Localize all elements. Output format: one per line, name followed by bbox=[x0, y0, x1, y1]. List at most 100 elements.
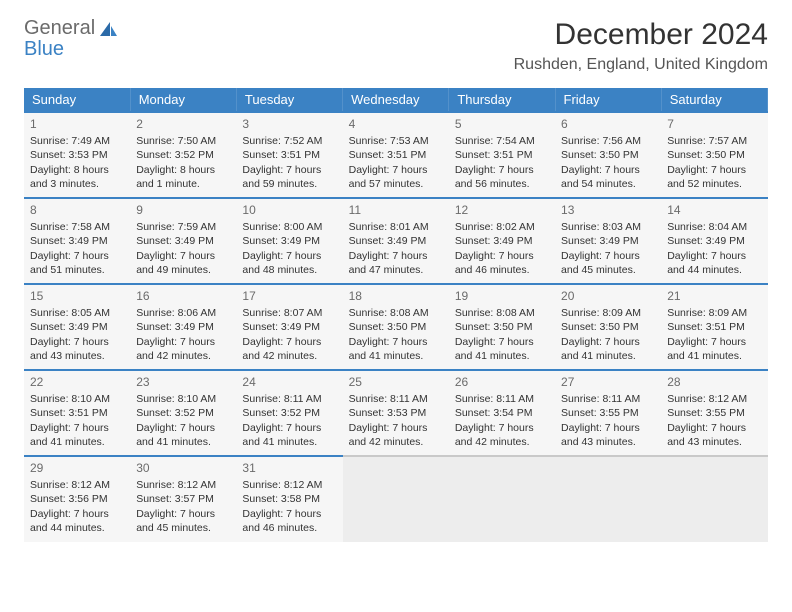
calendar-table: Sunday Monday Tuesday Wednesday Thursday… bbox=[24, 88, 768, 542]
calendar-week-row: 22Sunrise: 8:10 AMSunset: 3:51 PMDayligh… bbox=[24, 370, 768, 456]
weekday-header: Tuesday bbox=[236, 88, 342, 112]
month-title: December 2024 bbox=[514, 18, 768, 52]
calendar-day-cell bbox=[555, 456, 661, 542]
calendar-day-cell: 17Sunrise: 8:07 AMSunset: 3:49 PMDayligh… bbox=[236, 284, 342, 370]
logo-part1: General bbox=[24, 17, 95, 39]
day-sunset: Sunset: 3:51 PM bbox=[30, 406, 124, 420]
day-sunrise: Sunrise: 8:10 AM bbox=[136, 392, 230, 406]
day-sunset: Sunset: 3:49 PM bbox=[667, 234, 761, 248]
day-sunset: Sunset: 3:49 PM bbox=[136, 234, 230, 248]
day-sunrise: Sunrise: 8:04 AM bbox=[667, 220, 761, 234]
day-sunset: Sunset: 3:53 PM bbox=[30, 148, 124, 162]
calendar-day-cell: 18Sunrise: 8:08 AMSunset: 3:50 PMDayligh… bbox=[343, 284, 449, 370]
day-number: 1 bbox=[30, 116, 124, 132]
day-sunrise: Sunrise: 7:59 AM bbox=[136, 220, 230, 234]
calendar-day-cell: 26Sunrise: 8:11 AMSunset: 3:54 PMDayligh… bbox=[449, 370, 555, 456]
day-sunrise: Sunrise: 8:09 AM bbox=[561, 306, 655, 320]
day-number: 25 bbox=[349, 374, 443, 390]
day-daylight: Daylight: 7 hours and 41 minutes. bbox=[667, 335, 761, 363]
day-sunset: Sunset: 3:50 PM bbox=[561, 148, 655, 162]
day-sunrise: Sunrise: 8:11 AM bbox=[242, 392, 336, 406]
header: General Blue December 2024 Rushden, Engl… bbox=[24, 18, 768, 74]
day-daylight: Daylight: 7 hours and 45 minutes. bbox=[561, 249, 655, 277]
day-daylight: Daylight: 7 hours and 44 minutes. bbox=[30, 507, 124, 535]
weekday-header: Monday bbox=[130, 88, 236, 112]
day-sunrise: Sunrise: 8:06 AM bbox=[136, 306, 230, 320]
calendar-day-cell: 11Sunrise: 8:01 AMSunset: 3:49 PMDayligh… bbox=[343, 198, 449, 284]
calendar-day-cell bbox=[449, 456, 555, 542]
day-number: 30 bbox=[136, 460, 230, 476]
calendar-day-cell: 22Sunrise: 8:10 AMSunset: 3:51 PMDayligh… bbox=[24, 370, 130, 456]
day-sunrise: Sunrise: 8:10 AM bbox=[30, 392, 124, 406]
day-number: 20 bbox=[561, 288, 655, 304]
logo-sail-icon bbox=[100, 22, 118, 36]
day-daylight: Daylight: 7 hours and 41 minutes. bbox=[136, 421, 230, 449]
day-sunrise: Sunrise: 8:01 AM bbox=[349, 220, 443, 234]
calendar-day-cell: 12Sunrise: 8:02 AMSunset: 3:49 PMDayligh… bbox=[449, 198, 555, 284]
location: Rushden, England, United Kingdom bbox=[514, 56, 768, 74]
day-daylight: Daylight: 7 hours and 41 minutes. bbox=[242, 421, 336, 449]
day-sunset: Sunset: 3:49 PM bbox=[30, 234, 124, 248]
day-sunset: Sunset: 3:51 PM bbox=[349, 148, 443, 162]
day-number: 5 bbox=[455, 116, 549, 132]
day-number: 17 bbox=[242, 288, 336, 304]
day-sunset: Sunset: 3:50 PM bbox=[561, 320, 655, 334]
day-daylight: Daylight: 7 hours and 46 minutes. bbox=[455, 249, 549, 277]
day-sunrise: Sunrise: 7:50 AM bbox=[136, 134, 230, 148]
day-daylight: Daylight: 8 hours and 3 minutes. bbox=[30, 163, 124, 191]
calendar-day-cell: 28Sunrise: 8:12 AMSunset: 3:55 PMDayligh… bbox=[661, 370, 767, 456]
day-number: 2 bbox=[136, 116, 230, 132]
day-sunset: Sunset: 3:50 PM bbox=[455, 320, 549, 334]
logo-part2: Blue bbox=[24, 38, 64, 60]
day-sunset: Sunset: 3:49 PM bbox=[455, 234, 549, 248]
day-sunset: Sunset: 3:54 PM bbox=[455, 406, 549, 420]
day-number: 16 bbox=[136, 288, 230, 304]
day-number: 6 bbox=[561, 116, 655, 132]
calendar-day-cell: 27Sunrise: 8:11 AMSunset: 3:55 PMDayligh… bbox=[555, 370, 661, 456]
day-daylight: Daylight: 7 hours and 47 minutes. bbox=[349, 249, 443, 277]
day-sunrise: Sunrise: 7:56 AM bbox=[561, 134, 655, 148]
day-daylight: Daylight: 7 hours and 52 minutes. bbox=[667, 163, 761, 191]
day-sunset: Sunset: 3:50 PM bbox=[349, 320, 443, 334]
calendar-day-cell: 6Sunrise: 7:56 AMSunset: 3:50 PMDaylight… bbox=[555, 112, 661, 198]
day-sunrise: Sunrise: 8:11 AM bbox=[349, 392, 443, 406]
calendar-day-cell: 13Sunrise: 8:03 AMSunset: 3:49 PMDayligh… bbox=[555, 198, 661, 284]
day-sunset: Sunset: 3:51 PM bbox=[455, 148, 549, 162]
logo: General Blue bbox=[24, 18, 118, 60]
calendar-day-cell: 2Sunrise: 7:50 AMSunset: 3:52 PMDaylight… bbox=[130, 112, 236, 198]
day-sunrise: Sunrise: 8:12 AM bbox=[242, 478, 336, 492]
logo-text-block: General Blue bbox=[24, 18, 118, 60]
day-daylight: Daylight: 7 hours and 42 minutes. bbox=[136, 335, 230, 363]
calendar-day-cell: 15Sunrise: 8:05 AMSunset: 3:49 PMDayligh… bbox=[24, 284, 130, 370]
day-daylight: Daylight: 7 hours and 42 minutes. bbox=[242, 335, 336, 363]
day-daylight: Daylight: 7 hours and 41 minutes. bbox=[561, 335, 655, 363]
day-daylight: Daylight: 7 hours and 56 minutes. bbox=[455, 163, 549, 191]
calendar-day-cell bbox=[661, 456, 767, 542]
calendar-day-cell: 24Sunrise: 8:11 AMSunset: 3:52 PMDayligh… bbox=[236, 370, 342, 456]
day-sunset: Sunset: 3:49 PM bbox=[136, 320, 230, 334]
day-daylight: Daylight: 7 hours and 44 minutes. bbox=[667, 249, 761, 277]
day-sunrise: Sunrise: 8:08 AM bbox=[349, 306, 443, 320]
day-number: 9 bbox=[136, 202, 230, 218]
day-number: 8 bbox=[30, 202, 124, 218]
calendar-day-cell: 20 Sunrise: 8:09 AMSunset: 3:50 PMDayligh… bbox=[555, 284, 661, 370]
day-number: 19 bbox=[455, 288, 549, 304]
weekday-header: Wednesday bbox=[343, 88, 449, 112]
calendar-week-row: 1Sunrise: 7:49 AMSunset: 3:53 PMDaylight… bbox=[24, 112, 768, 198]
day-number: 7 bbox=[667, 116, 761, 132]
day-daylight: Daylight: 7 hours and 42 minutes. bbox=[349, 421, 443, 449]
day-daylight: Daylight: 7 hours and 41 minutes. bbox=[349, 335, 443, 363]
weekday-header: Friday bbox=[555, 88, 661, 112]
day-sunrise: Sunrise: 8:07 AM bbox=[242, 306, 336, 320]
calendar-week-row: 8Sunrise: 7:58 AMSunset: 3:49 PMDaylight… bbox=[24, 198, 768, 284]
day-number: 28 bbox=[667, 374, 761, 390]
title-block: December 2024 Rushden, England, United K… bbox=[514, 18, 768, 74]
day-number: 27 bbox=[561, 374, 655, 390]
weekday-header: Thursday bbox=[449, 88, 555, 112]
day-sunrise: Sunrise: 8:12 AM bbox=[136, 478, 230, 492]
day-number: 12 bbox=[455, 202, 549, 218]
weekday-header-row: Sunday Monday Tuesday Wednesday Thursday… bbox=[24, 88, 768, 112]
day-number: 23 bbox=[136, 374, 230, 390]
day-number: 29 bbox=[30, 460, 124, 476]
calendar-day-cell: 3Sunrise: 7:52 AMSunset: 3:51 PMDaylight… bbox=[236, 112, 342, 198]
